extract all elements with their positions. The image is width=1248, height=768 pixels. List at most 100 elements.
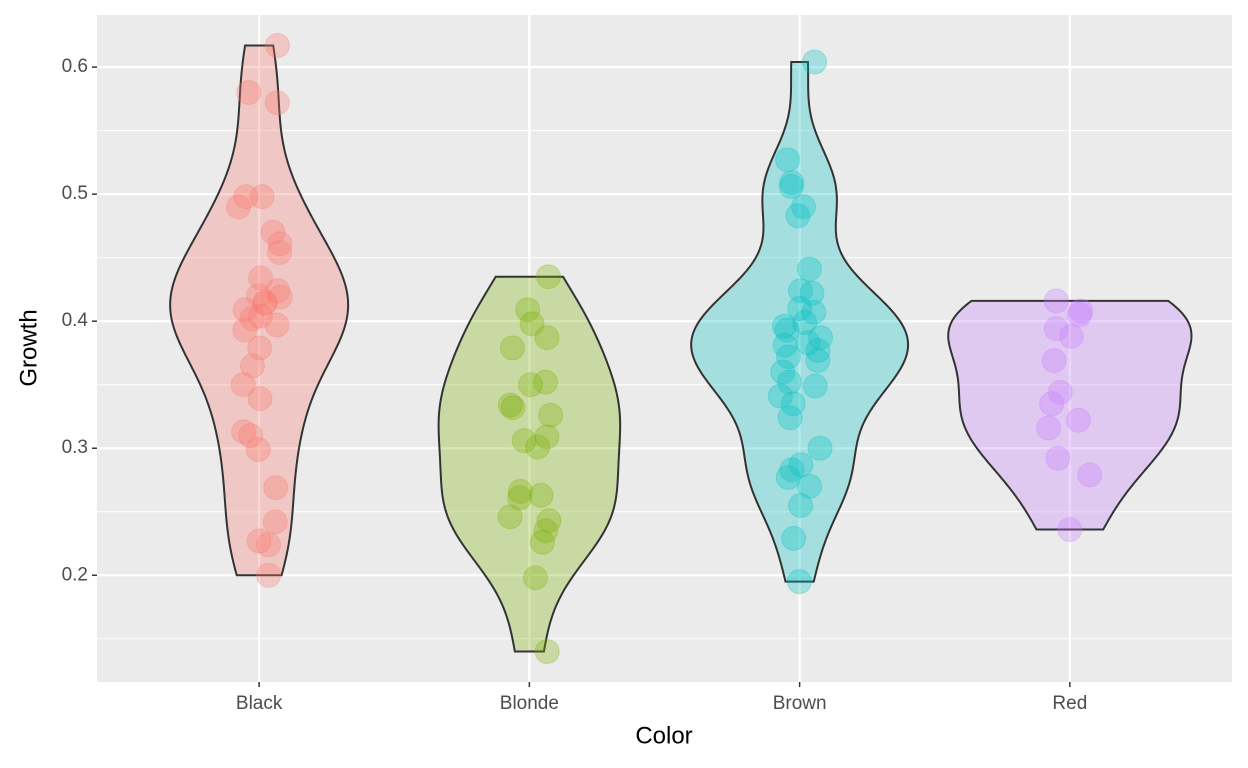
data-point <box>1041 348 1067 374</box>
data-point <box>265 278 291 304</box>
data-point <box>247 335 273 361</box>
violin <box>437 275 622 653</box>
data-point <box>787 278 813 304</box>
data-point <box>1067 302 1093 328</box>
data-point <box>767 383 793 409</box>
data-point <box>252 290 278 316</box>
data-point <box>1077 462 1103 488</box>
data-point <box>517 372 543 398</box>
data-point <box>778 174 804 200</box>
data-point <box>775 344 801 370</box>
data-point <box>497 392 523 418</box>
data-point <box>529 529 555 555</box>
data-point <box>536 508 562 534</box>
data-point <box>791 194 817 220</box>
data-point <box>781 525 807 551</box>
data-point <box>772 332 798 358</box>
violin <box>947 299 1193 531</box>
data-point <box>799 280 825 306</box>
data-point <box>788 492 814 518</box>
data-point <box>534 424 560 450</box>
x-tick-label: Red <box>1052 693 1087 714</box>
data-point <box>249 184 275 210</box>
data-point <box>263 475 289 501</box>
x-tick-label: Blonde <box>500 693 559 714</box>
data-point <box>776 369 802 395</box>
data-point <box>533 518 559 544</box>
panel <box>97 15 1232 682</box>
data-point <box>507 478 533 504</box>
data-point <box>779 170 805 196</box>
data-point <box>528 482 554 508</box>
data-point <box>1065 407 1091 433</box>
data-point <box>239 306 265 332</box>
data-point <box>1057 517 1083 543</box>
data-point <box>786 569 812 595</box>
data-point <box>538 402 564 428</box>
y-tick-label: 0.2 <box>62 564 88 585</box>
data-point <box>534 639 560 665</box>
data-point <box>232 297 258 323</box>
data-point <box>246 283 272 309</box>
data-point <box>532 369 558 395</box>
data-point <box>262 509 288 535</box>
data-point <box>777 405 803 431</box>
data-point <box>1036 415 1062 441</box>
data-point <box>236 79 262 105</box>
violin <box>169 44 350 577</box>
x-axis-title: Color <box>635 722 692 749</box>
data-point <box>1058 323 1084 349</box>
data-point <box>780 391 806 417</box>
data-point <box>805 337 831 363</box>
data-point <box>252 289 278 315</box>
data-point <box>231 419 257 445</box>
data-point <box>264 312 290 338</box>
data-point <box>500 395 526 421</box>
data-point <box>264 90 290 116</box>
data-point <box>264 32 290 58</box>
data-point <box>775 464 801 490</box>
data-point <box>247 303 273 329</box>
data-point <box>785 203 811 229</box>
data-point <box>226 194 252 220</box>
x-tick-label: Brown <box>773 693 827 714</box>
data-point <box>807 435 833 461</box>
data-point <box>770 359 796 385</box>
data-point <box>774 317 800 343</box>
data-point <box>796 256 822 282</box>
data-point <box>775 147 801 173</box>
data-point <box>779 457 805 483</box>
data-point <box>246 528 272 554</box>
data-point <box>534 325 560 351</box>
data-point <box>239 353 265 379</box>
data-point <box>771 313 797 339</box>
data-point <box>1043 316 1069 342</box>
data-point <box>256 532 282 558</box>
data-point <box>795 330 821 356</box>
data-point <box>245 437 271 463</box>
data-point <box>805 348 831 374</box>
data-point <box>1047 379 1073 405</box>
data-point <box>247 386 273 412</box>
y-tick-label: 0.6 <box>62 56 88 77</box>
data-point <box>802 49 828 75</box>
data-point <box>267 240 293 266</box>
data-point <box>522 565 548 591</box>
data-point <box>519 311 545 337</box>
y-tick-label: 0.3 <box>62 437 88 458</box>
data-point <box>507 485 533 511</box>
data-point <box>511 428 537 454</box>
data-point <box>535 264 561 290</box>
x-tick-label: Black <box>236 693 283 714</box>
data-point <box>230 372 256 398</box>
data-point <box>497 504 523 530</box>
data-point <box>238 423 264 449</box>
data-point <box>788 452 814 478</box>
data-point <box>802 373 828 399</box>
data-point <box>1043 288 1069 314</box>
data-point <box>1045 445 1071 471</box>
data-point <box>787 295 813 321</box>
data-point <box>267 284 293 310</box>
data-point <box>500 335 526 361</box>
